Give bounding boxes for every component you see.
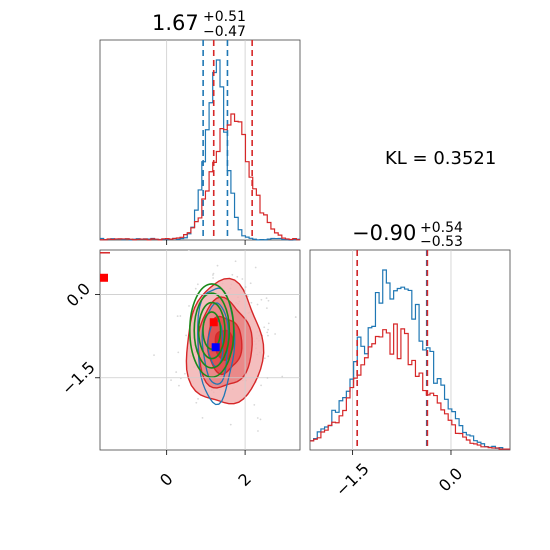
marginal-param-2-frame (309, 249, 511, 451)
sample-point (267, 328, 270, 331)
sample-point (267, 334, 269, 337)
sample-point (267, 355, 270, 358)
marginal-param-1-ticks (166, 240, 246, 245)
sample-point (260, 298, 263, 301)
sample-point (241, 241, 243, 243)
sample-point (153, 354, 155, 357)
joint-contour-panel: 0 2 0.0 −1.5 (58, 241, 301, 490)
sample-point (243, 244, 245, 246)
sample-point (294, 316, 297, 318)
sample-point (201, 416, 204, 419)
marker-2 (100, 273, 108, 282)
sample-point (253, 403, 256, 406)
marginal-param-2-title: −0.90 +0.54 −0.53 (352, 220, 463, 250)
sample-point (212, 272, 215, 275)
joint-markers (100, 252, 220, 352)
blue-contour-level-1 (201, 302, 230, 385)
sample-point (188, 305, 190, 307)
sample-point (194, 287, 197, 290)
y-tick-label: −1.5 (58, 358, 99, 399)
sample-point (267, 299, 270, 302)
sample-point (265, 297, 268, 300)
histogram-series-1 (100, 113, 300, 241)
kl-divergence-label: KL = 0.3521 (385, 148, 496, 169)
param-1-title-value: 1.67 (152, 11, 199, 35)
marginal-param-1-frame (99, 39, 301, 241)
sample-point (216, 264, 219, 267)
sample-point (266, 331, 269, 334)
param-2-title-value: −0.90 (352, 221, 416, 245)
param-2-title-upper: +0.54 (420, 220, 463, 236)
histogram-series-1 (310, 323, 510, 450)
sample-point (178, 384, 180, 387)
sample-point (212, 277, 215, 279)
x-tick-label: 0 (156, 469, 177, 490)
sample-point (260, 384, 262, 387)
sample-point (250, 301, 253, 304)
marginal-param-2-panel: −1.5 0.0 −0.90 +0.54 −0.53 (309, 220, 511, 500)
joint-contour-grid (100, 250, 300, 450)
sample-point (274, 333, 277, 335)
param-1-title-lower: −0.47 (203, 24, 246, 40)
marginal-param-2-ticks: −1.5 0.0 (332, 450, 466, 500)
sample-point (229, 423, 232, 426)
sample-point (170, 379, 172, 382)
sample-point (176, 315, 179, 318)
histogram-series-0 (310, 269, 510, 451)
sample-point (211, 274, 214, 276)
sample-point (234, 260, 237, 263)
sample-point (179, 315, 182, 317)
sample-point (265, 307, 268, 310)
marker-0 (209, 318, 218, 327)
sample-point (241, 278, 244, 280)
sample-point (177, 351, 180, 354)
param-2-title-lower: −0.53 (420, 234, 463, 250)
sample-point (236, 275, 239, 278)
sample-point (256, 417, 259, 419)
sample-point (254, 266, 257, 269)
green-contour-level-2 (197, 301, 226, 360)
sample-point (184, 372, 186, 375)
sample-point (185, 334, 188, 337)
sample-point (196, 283, 199, 286)
sample-point (263, 357, 266, 360)
sample-point (267, 322, 270, 325)
sample-point (249, 282, 252, 285)
green-contour-level-0 (189, 283, 235, 379)
marginal-param-1-panel: 1.67 +0.51 −0.47 (99, 9, 301, 245)
param-1-title-upper: +0.51 (203, 9, 246, 25)
sample-point (256, 303, 259, 306)
marginal-param-1-title: 1.67 +0.51 −0.47 (152, 9, 246, 40)
sample-point (231, 273, 234, 276)
sample-point (257, 430, 259, 432)
sample-point (281, 375, 284, 378)
sample-point (259, 418, 262, 421)
marginal-param-2-histograms (310, 250, 510, 451)
x-tick-label: 2 (234, 469, 255, 490)
marginal-param-1-histograms (100, 40, 300, 241)
sample-point (197, 398, 199, 400)
sample-point (209, 241, 211, 243)
x-tick-label: 0.0 (435, 464, 466, 495)
sample-point (187, 250, 190, 252)
marginal-param-2-grid (352, 250, 452, 450)
y-tick-label: 0.0 (63, 279, 94, 310)
x-tick-label: −1.5 (332, 459, 373, 500)
green-contour-level-1 (193, 292, 231, 369)
sample-point (175, 371, 178, 373)
marker-1 (211, 343, 220, 352)
sample-point (263, 326, 266, 329)
sample-point (195, 401, 198, 404)
